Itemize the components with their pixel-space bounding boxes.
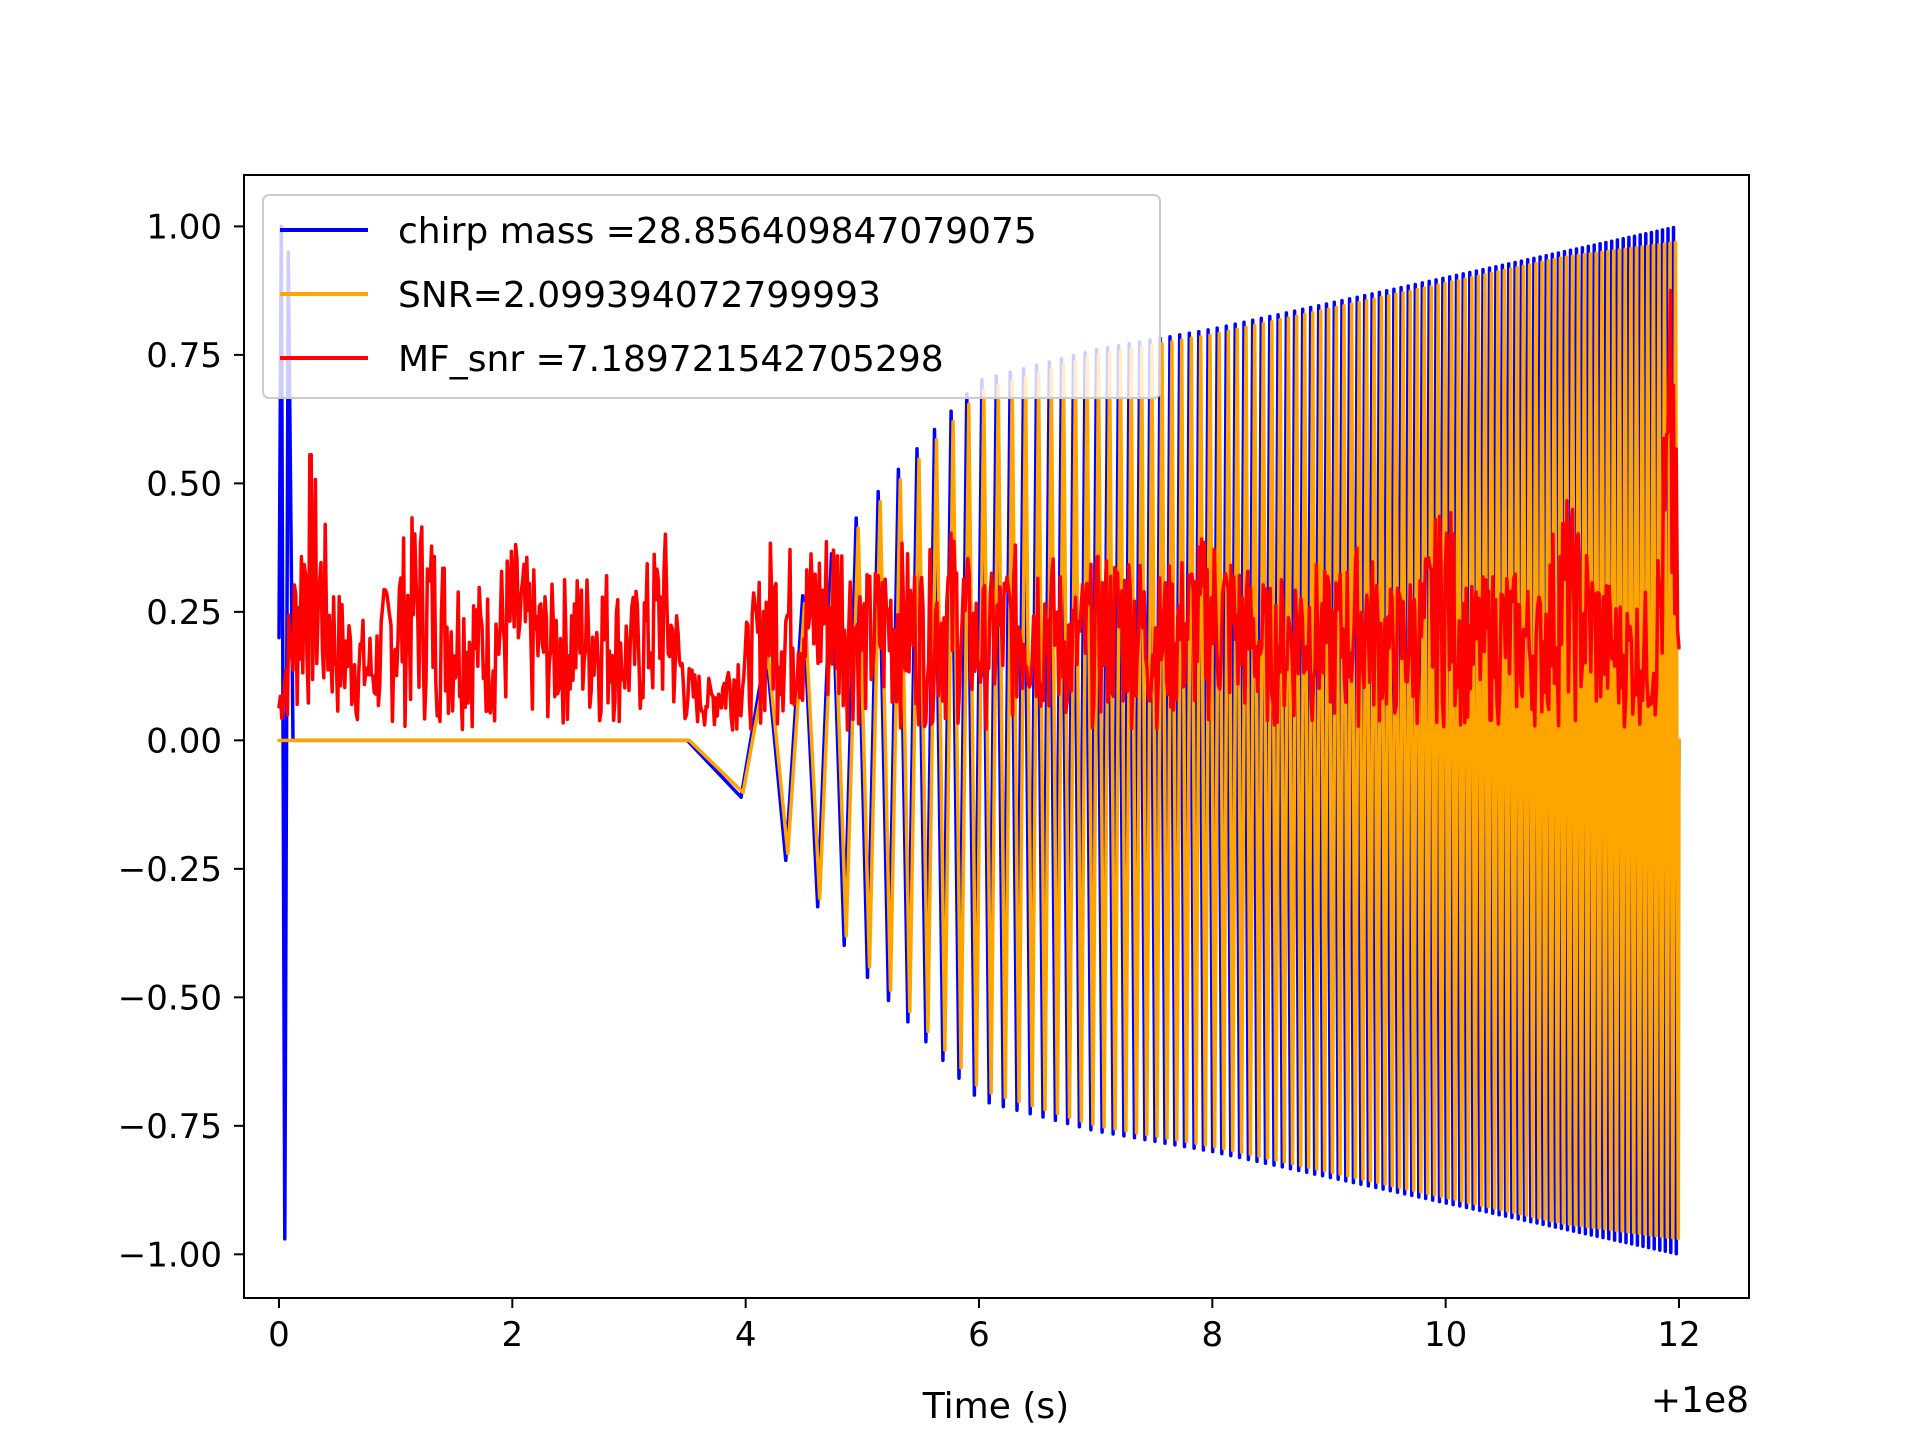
legend-label-3: MF_snr =7.189721542705298 [398,339,944,380]
y-tick-label: −0.25 [118,850,222,890]
series-layer [277,224,1681,1256]
x-tick-label: 2 [502,1315,524,1355]
legend-label-1: chirp mass =28.856409847079075 [398,211,1037,252]
x-tick-label: 6 [968,1315,990,1355]
legend-label-2: SNR=2.099394072799993 [398,275,881,316]
legend: chirp mass =28.856409847079075 SNR=2.0993… [262,194,1161,399]
x-tick-label: 10 [1424,1315,1467,1355]
x-tick-label: 0 [268,1315,290,1355]
y-tick-label: −0.50 [118,978,222,1018]
y-tick-label: 0.50 [146,464,222,504]
y-tick-label: 0.25 [146,593,222,633]
y-tick-label: 0.00 [146,721,222,761]
legend-box [262,194,1161,399]
y-tick-label: −1.00 [118,1235,222,1275]
y-tick-label: −0.75 [118,1107,222,1147]
x-axis-ticks: 0 2 4 6 8 10 12 [268,1298,1701,1355]
plot-frame [243,174,1750,1299]
x-tick-label: 4 [735,1315,757,1355]
y-tick-label: 1.00 [146,207,222,247]
x-tick-label: 8 [1202,1315,1224,1355]
y-axis-ticks: 1.00 0.75 0.50 0.25 0.00 −0.25 −0.50 −0.75 −1.00 [118,207,244,1275]
x-axis-offset-label: +1e8 [1651,1380,1749,1421]
x-axis-label: Time (s) [922,1386,1069,1427]
y-tick-label: 0.75 [146,336,222,376]
x-tick-label: 12 [1657,1315,1700,1355]
series-line-3 [277,288,1681,732]
